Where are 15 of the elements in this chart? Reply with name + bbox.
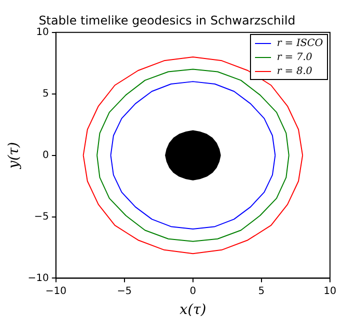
y-axis-title: y(τ) — [6, 142, 22, 170]
chart-title: Stable timelike geodesics in Schwarzschild — [38, 13, 296, 28]
y-tick-label: 0 — [42, 150, 49, 161]
legend-label: r = ISCO — [276, 38, 323, 49]
y-tick-label: −10 — [28, 272, 49, 284]
x-tick-label: −5 — [117, 286, 132, 297]
y-tick-label: −5 — [34, 211, 49, 222]
y-tick-label: 10 — [36, 26, 49, 38]
x-tick-label: 0 — [190, 286, 196, 297]
x-tick-label: 10 — [324, 286, 336, 297]
legend-label: r = 7.0 — [276, 52, 312, 63]
x-tick-label: 5 — [258, 286, 265, 297]
x-axis-title: x(τ) — [180, 302, 206, 318]
legend-label: r = 8.0 — [276, 66, 312, 77]
y-tick-label: 5 — [42, 88, 49, 100]
